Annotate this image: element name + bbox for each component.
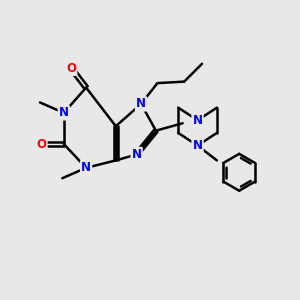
Text: N: N — [132, 148, 142, 161]
Text: N: N — [81, 161, 91, 174]
Text: N: N — [193, 139, 202, 152]
Text: N: N — [59, 106, 69, 119]
Text: O: O — [66, 62, 76, 75]
Text: N: N — [136, 98, 146, 110]
Text: N: N — [193, 114, 202, 127]
Text: O: O — [37, 138, 46, 151]
